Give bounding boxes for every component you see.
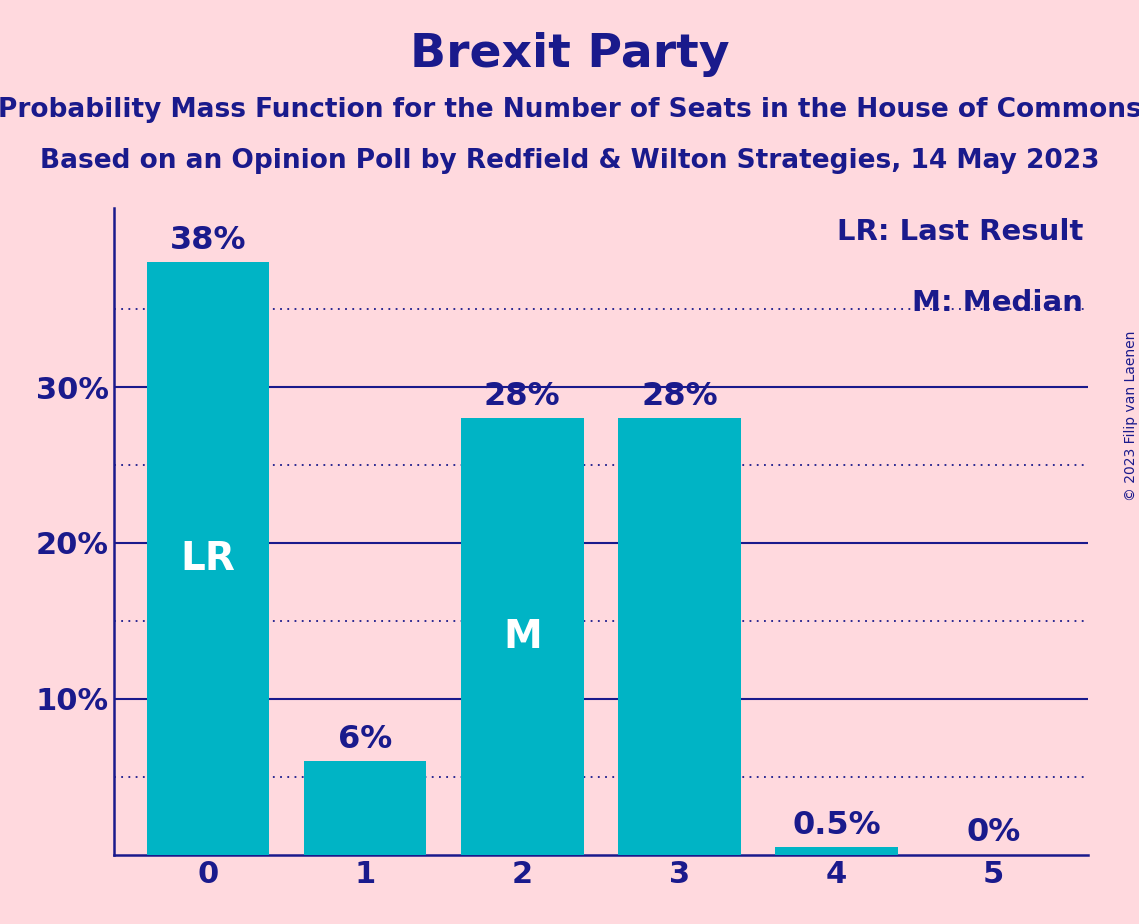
Bar [618,419,740,855]
Text: 6%: 6% [338,723,392,755]
Text: Based on an Opinion Poll by Redfield & Wilton Strategies, 14 May 2023: Based on an Opinion Poll by Redfield & W… [40,148,1099,174]
Text: © 2023 Filip van Laenen: © 2023 Filip van Laenen [1124,331,1138,501]
Bar [776,847,898,855]
Bar [304,761,426,855]
Text: 38%: 38% [170,225,246,256]
Bar [147,262,270,855]
Text: M: M [503,617,542,655]
Text: M: Median: M: Median [912,288,1083,317]
Text: LR: LR [181,540,236,578]
Text: 28%: 28% [641,381,718,412]
Text: 28%: 28% [484,381,560,412]
Text: 0%: 0% [966,818,1021,848]
Text: Brexit Party: Brexit Party [410,32,729,78]
Text: LR: Last Result: LR: Last Result [836,217,1083,246]
Bar [461,419,583,855]
Text: 0.5%: 0.5% [792,809,880,841]
Text: Probability Mass Function for the Number of Seats in the House of Commons: Probability Mass Function for the Number… [0,97,1139,123]
